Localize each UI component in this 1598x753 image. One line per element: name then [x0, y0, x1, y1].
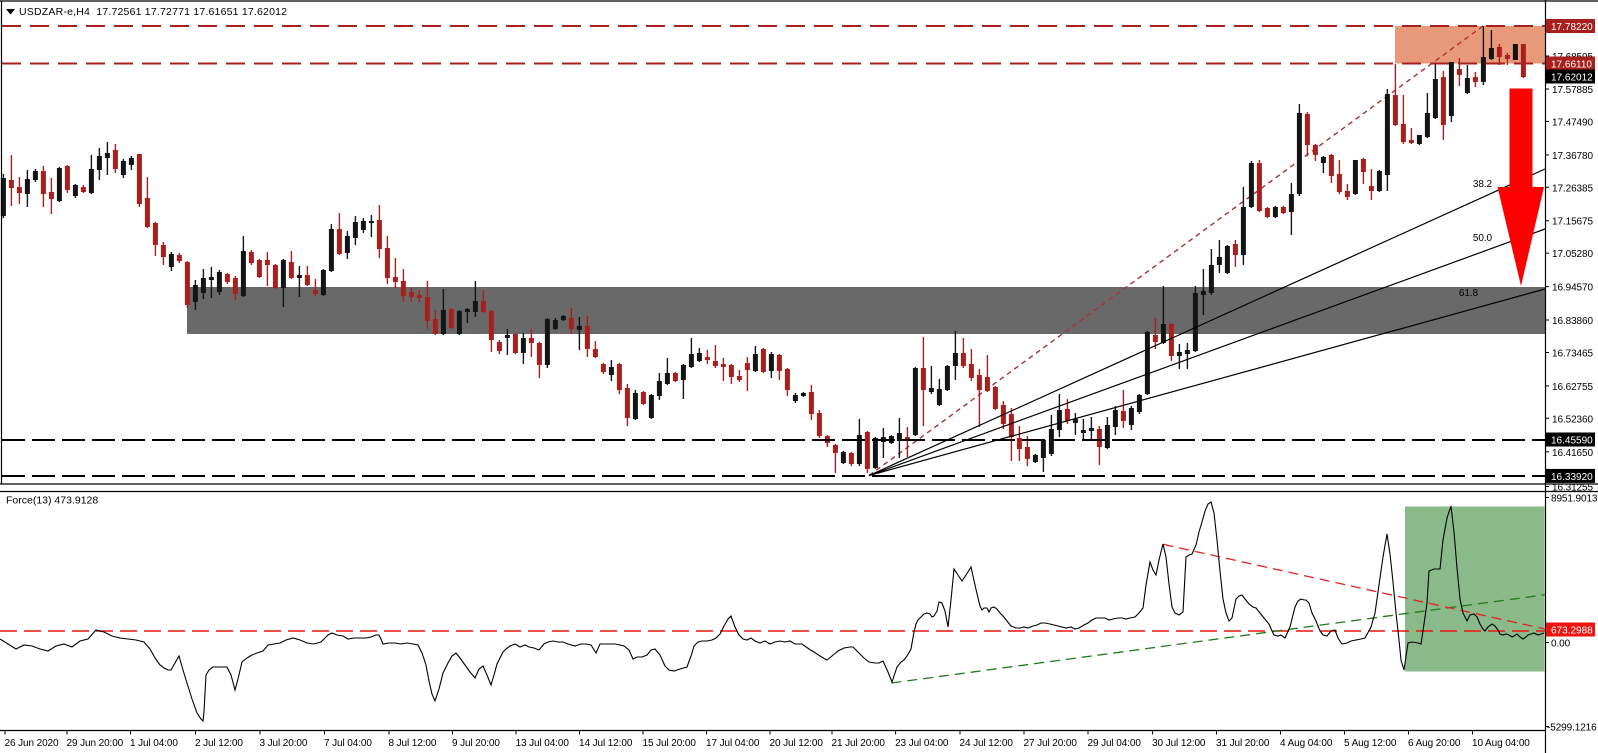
svg-text:0.00: 0.00: [1551, 639, 1571, 650]
svg-text:15 Jul 20:00: 15 Jul 20:00: [643, 738, 697, 749]
svg-text:673.2988: 673.2988: [1551, 626, 1593, 637]
svg-text:16.73465: 16.73465: [1552, 349, 1593, 360]
svg-text:17.78220: 17.78220: [1551, 22, 1593, 33]
svg-text:29 Jun 20:00: 29 Jun 20:00: [67, 738, 124, 749]
svg-text:24 Jul 12:00: 24 Jul 12:00: [960, 738, 1014, 749]
svg-text:29 Jul 04:00: 29 Jul 04:00: [1088, 738, 1142, 749]
svg-text:14 Jul 12:00: 14 Jul 12:00: [579, 738, 633, 749]
svg-text:17.66110: 17.66110: [1551, 60, 1592, 71]
svg-text:17.05280: 17.05280: [1552, 249, 1593, 260]
svg-text:17 Jul 04:00: 17 Jul 04:00: [706, 738, 760, 749]
svg-text:16.31255: 16.31255: [1552, 483, 1593, 494]
svg-text:Force(13) 473.9128: Force(13) 473.9128: [6, 495, 98, 507]
svg-text:38.2: 38.2: [1473, 179, 1493, 190]
svg-text:16.33920: 16.33920: [1551, 472, 1593, 483]
svg-text:13 Jul 04:00: 13 Jul 04:00: [516, 738, 570, 749]
svg-text:1 Jul 04:00: 1 Jul 04:00: [130, 738, 178, 749]
svg-text:16.94570: 16.94570: [1552, 283, 1593, 294]
svg-text:17.26385: 17.26385: [1552, 183, 1593, 194]
svg-text:3 Jul 20:00: 3 Jul 20:00: [260, 738, 308, 749]
svg-text:30 Jul 12:00: 30 Jul 12:00: [1152, 738, 1206, 749]
svg-text:16.41650: 16.41650: [1552, 448, 1593, 459]
svg-text:27 Jul 20:00: 27 Jul 20:00: [1024, 738, 1078, 749]
svg-text:61.8: 61.8: [1459, 288, 1479, 299]
svg-text:8 Jul 12:00: 8 Jul 12:00: [389, 738, 437, 749]
svg-text:9 Jul 20:00: 9 Jul 20:00: [452, 738, 500, 749]
svg-text:8951.9013: 8951.9013: [1551, 494, 1598, 505]
svg-text:4 Aug 04:00: 4 Aug 04:00: [1280, 738, 1333, 749]
svg-text:16.62755: 16.62755: [1552, 382, 1593, 393]
svg-text:5 Aug 12:00: 5 Aug 12:00: [1344, 738, 1397, 749]
svg-text:6 Aug 20:00: 6 Aug 20:00: [1408, 738, 1461, 749]
svg-text:21 Jul 20:00: 21 Jul 20:00: [832, 738, 886, 749]
svg-text:26 Jun 2020: 26 Jun 2020: [5, 738, 59, 749]
svg-text:17.15675: 17.15675: [1552, 217, 1593, 228]
svg-text:31 Jul 20:00: 31 Jul 20:00: [1216, 738, 1270, 749]
svg-text:2 Jul 12:00: 2 Jul 12:00: [195, 738, 243, 749]
svg-text:16.52360: 16.52360: [1552, 414, 1593, 425]
svg-text:50.0: 50.0: [1473, 233, 1493, 244]
svg-text:16.45590: 16.45590: [1551, 436, 1593, 447]
svg-text:23 Jul 04:00: 23 Jul 04:00: [895, 738, 949, 749]
svg-text:USDZAR-e,H4 17.72561 17.72771: USDZAR-e,H4 17.72561 17.72771 17.61651 1…: [19, 6, 287, 18]
svg-text:20 Jul 12:00: 20 Jul 12:00: [770, 738, 824, 749]
svg-text:-5299.1216: -5299.1216: [1547, 723, 1597, 734]
svg-text:10 Aug 04:00: 10 Aug 04:00: [1472, 738, 1530, 749]
svg-text:17.47490: 17.47490: [1552, 117, 1593, 128]
svg-text:17.62012: 17.62012: [1551, 73, 1593, 84]
svg-text:17.36780: 17.36780: [1552, 151, 1593, 162]
svg-text:17.57885: 17.57885: [1552, 85, 1593, 96]
svg-text:7 Jul 04:00: 7 Jul 04:00: [324, 738, 372, 749]
svg-text:16.83860: 16.83860: [1552, 316, 1593, 327]
